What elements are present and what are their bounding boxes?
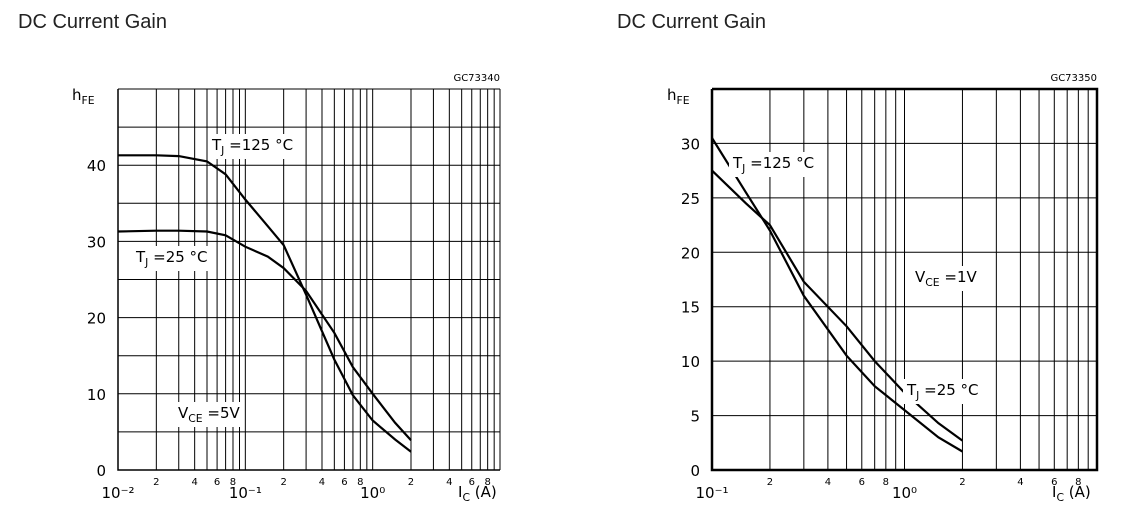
x-tick-label: 10⁰ xyxy=(892,484,917,502)
x-tick-label: 2 xyxy=(153,477,159,488)
annotation-bg xyxy=(175,402,244,427)
x-tick-label: 8 xyxy=(1075,477,1081,488)
annotation-sub: J xyxy=(144,256,148,269)
y-axis-label-main: h xyxy=(72,86,82,104)
x-axis-label-main: I xyxy=(458,483,462,501)
x-tick-label: 8 xyxy=(357,477,363,488)
annotation-bg xyxy=(903,379,982,404)
annotation-rest: =25 °C xyxy=(148,248,207,266)
x-axis-label-sub: C xyxy=(462,491,470,504)
x-axis-label: IC (A) xyxy=(458,483,497,504)
annotation-sub: CE xyxy=(925,276,940,289)
x-tick-label: 4 xyxy=(825,477,831,488)
x-tick-label: 8 xyxy=(484,477,490,488)
x-tick-label: 6 xyxy=(1051,477,1057,488)
y-tick-label: 40 xyxy=(87,157,106,175)
annotation: TJ =125 °C xyxy=(732,154,814,175)
y-tick-label: 10 xyxy=(87,386,106,404)
y-tick-label: 30 xyxy=(87,233,106,251)
annotation: VCE =1V xyxy=(915,268,978,289)
annotation: VCE =5V xyxy=(178,404,241,425)
x-tick-label: 2 xyxy=(280,477,286,488)
x-tick-label: 8 xyxy=(230,477,236,488)
annotation-main: T xyxy=(906,381,917,399)
annotation-main: T xyxy=(135,248,146,266)
annotation-main: V xyxy=(178,404,189,422)
annotation-main: T xyxy=(211,136,222,154)
y-axis-label-sub: FE xyxy=(677,94,690,107)
y-tick-label: 15 xyxy=(681,299,700,317)
x-tick-label: 2 xyxy=(408,477,414,488)
y-axis-label-sub: FE xyxy=(82,94,95,107)
x-tick-label: 6 xyxy=(341,477,347,488)
x-tick-label: 6 xyxy=(469,477,475,488)
x-tick-label: 10⁻¹ xyxy=(229,484,262,502)
x-tick-label: 4 xyxy=(1017,477,1023,488)
annotation-bg xyxy=(912,266,981,291)
x-tick-label: 10⁻² xyxy=(101,484,134,502)
annotation-main: T xyxy=(732,154,743,172)
x-axis-label: IC (A) xyxy=(1052,483,1091,504)
y-axis-label-main: h xyxy=(667,86,677,104)
x-axis-label-sub: C xyxy=(1056,491,1064,504)
y-tick-label: 5 xyxy=(690,408,700,426)
x-tick-label: 6 xyxy=(859,477,865,488)
x-axis-label-rest: (A) xyxy=(1064,483,1091,501)
annotation-rest: =125 °C xyxy=(224,136,293,154)
x-axis-label-main: I xyxy=(1052,483,1056,501)
chart-code: GC73340 xyxy=(453,73,500,84)
y-tick-label: 20 xyxy=(87,310,106,328)
annotation: TJ =25 °C xyxy=(906,381,979,402)
x-tick-label: 4 xyxy=(319,477,325,488)
annotation-bg xyxy=(729,152,818,177)
series-line xyxy=(117,229,412,442)
x-tick-label: 10⁰ xyxy=(360,484,385,502)
x-tick-label: 8 xyxy=(883,477,889,488)
annotation-sub: J xyxy=(220,144,224,157)
annotation: TJ =25 °C xyxy=(135,248,208,269)
y-axis-label: hFE xyxy=(72,86,95,107)
x-tick-label: 2 xyxy=(959,477,965,488)
annotation-rest: =5V xyxy=(203,404,241,422)
annotation-sub: J xyxy=(915,389,919,402)
axis-frame xyxy=(710,87,1099,472)
series-line xyxy=(711,169,964,442)
series-line xyxy=(118,154,412,453)
annotation-bg xyxy=(132,246,211,271)
annotation-rest: =1V xyxy=(940,268,978,286)
x-tick-label: 4 xyxy=(191,477,197,488)
annotation: TJ =125 °C xyxy=(211,136,293,157)
y-tick-label: 20 xyxy=(681,244,700,262)
y-axis-label: hFE xyxy=(667,86,690,107)
annotation-sub: CE xyxy=(188,412,203,425)
chart-code: GC73350 xyxy=(1050,73,1097,84)
y-tick-label: 25 xyxy=(681,190,700,208)
annotation-main: V xyxy=(915,268,926,286)
annotation-rest: =125 °C xyxy=(745,154,814,172)
x-tick-label: 2 xyxy=(767,477,773,488)
x-tick-label: 4 xyxy=(446,477,452,488)
chart-title: DC Current Gain xyxy=(617,11,766,33)
x-tick-label: 10⁻¹ xyxy=(695,484,728,502)
annotation-bg xyxy=(208,134,297,159)
chart-title: DC Current Gain xyxy=(18,11,167,33)
y-tick-label: 30 xyxy=(681,135,700,153)
annotation-rest: =25 °C xyxy=(919,381,978,399)
annotation-sub: J xyxy=(741,162,745,175)
axis-frame xyxy=(117,89,500,471)
x-tick-label: 6 xyxy=(214,477,220,488)
y-tick-label: 0 xyxy=(96,462,106,480)
y-tick-label: 0 xyxy=(690,462,700,480)
y-tick-label: 10 xyxy=(681,353,700,371)
x-axis-label-rest: (A) xyxy=(470,483,497,501)
series-line xyxy=(711,137,963,453)
